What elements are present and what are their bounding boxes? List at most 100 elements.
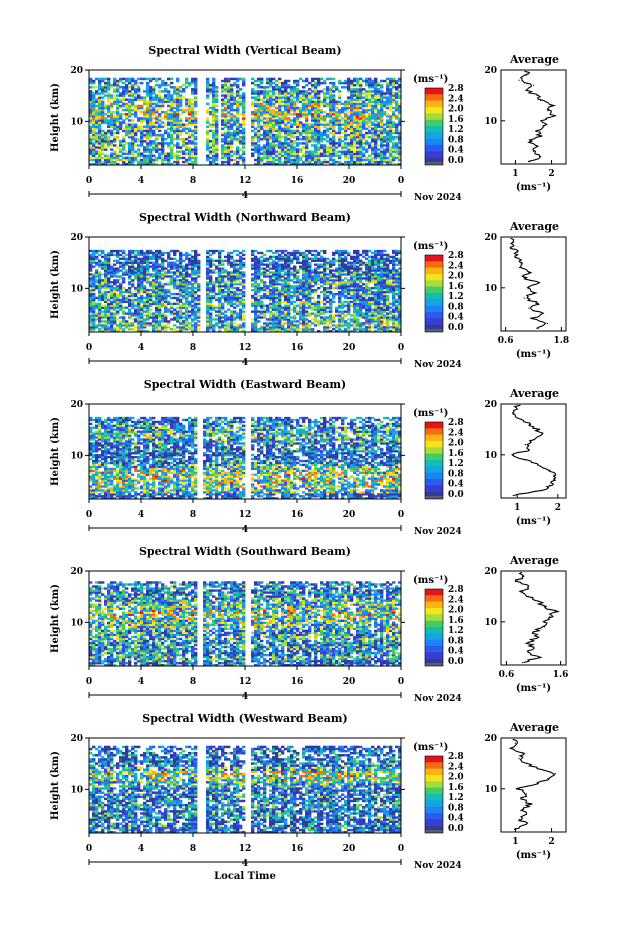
heatmap-cell <box>98 117 102 120</box>
heatmap-cell <box>173 287 177 290</box>
heatmap-cell <box>101 285 105 288</box>
heatmap-cell <box>278 304 282 307</box>
heatmap-cell <box>170 296 174 300</box>
heatmap-cell <box>158 273 162 276</box>
heatmap-cell <box>89 96 93 99</box>
heatmap-cell <box>338 150 342 153</box>
heatmap-cell <box>323 81 327 85</box>
heatmap-cell <box>164 324 168 327</box>
heatmap-cell <box>221 123 225 126</box>
heatmap-cell <box>317 113 321 116</box>
heatmap-cell <box>89 330 93 333</box>
heatmap-cell <box>122 306 126 309</box>
heatmap-cell <box>164 318 168 321</box>
heatmap-cell <box>170 77 174 81</box>
heatmap-cell <box>110 273 114 276</box>
heatmap-cell <box>242 158 246 162</box>
heatmap-cell <box>104 104 108 108</box>
heatmap-cell <box>131 119 135 122</box>
heatmap-cell <box>281 249 285 253</box>
heatmap-cell <box>278 330 282 333</box>
heatmap-cell <box>332 148 336 151</box>
heatmap-cell <box>197 324 201 327</box>
heatmap-cell <box>302 113 306 116</box>
heatmap-cell <box>152 121 156 124</box>
heatmap-cell <box>350 79 354 83</box>
heatmap-cell <box>371 79 375 83</box>
heatmap-cell <box>272 125 276 128</box>
heatmap-cell <box>242 283 246 286</box>
heatmap-cell <box>335 142 339 145</box>
heatmap-cell <box>242 314 246 317</box>
heatmap-cell <box>275 275 279 278</box>
heatmap-cell <box>89 253 93 257</box>
heatmap-cell <box>257 287 261 290</box>
heatmap-cell <box>197 275 201 278</box>
heatmap-cell <box>134 261 138 264</box>
heatmap-cell <box>260 158 264 162</box>
heatmap-cell <box>398 146 402 149</box>
heatmap-cell <box>395 123 399 126</box>
heatmap-cell <box>125 269 129 272</box>
heatmap-cell <box>161 302 165 306</box>
heatmap-cell <box>290 158 294 162</box>
heatmap-cell <box>221 294 225 298</box>
heatmap-cell <box>167 251 171 255</box>
heatmap-cell <box>269 285 273 288</box>
heatmap-cell <box>251 257 255 261</box>
heatmap-cell <box>131 314 135 317</box>
heatmap-cell <box>350 133 354 137</box>
heatmap-cell <box>242 253 246 257</box>
heatmap-cell <box>206 312 210 315</box>
heatmap-cell <box>278 279 282 282</box>
heatmap-cell <box>167 131 171 135</box>
heatmap-cell <box>380 110 384 114</box>
heatmap-cell <box>386 150 390 153</box>
heatmap-cell <box>272 314 276 317</box>
heatmap-cell <box>314 77 318 81</box>
heatmap-cell <box>125 320 129 323</box>
heatmap-cell <box>233 267 237 270</box>
heatmap-cell <box>158 129 162 133</box>
heatmap-cell <box>188 300 192 304</box>
heatmap-cell <box>266 131 270 135</box>
heatmap-cell <box>188 275 192 278</box>
heatmap-cell <box>230 273 234 276</box>
heatmap-cell <box>191 81 195 85</box>
heatmap-cell <box>167 281 171 284</box>
heatmap-cell <box>152 279 156 282</box>
heatmap-cell <box>107 279 111 282</box>
heatmap-cell <box>371 110 375 114</box>
heatmap-cell <box>311 77 315 81</box>
heatmap-cell <box>257 320 261 323</box>
heatmap-cell <box>236 267 240 270</box>
heatmap-cell <box>311 96 315 99</box>
heatmap-cell <box>209 279 213 282</box>
heatmap-cell <box>146 125 150 128</box>
heatmap-cell <box>293 88 297 91</box>
heatmap-cell <box>278 131 282 135</box>
heatmap-cell <box>236 288 240 292</box>
heatmap-cell <box>164 88 168 91</box>
heatmap-cell <box>389 121 393 124</box>
heatmap-cell <box>242 322 246 325</box>
heatmap-cell <box>131 324 135 327</box>
heatmap-cell <box>134 81 138 85</box>
heatmap-cell <box>179 121 183 124</box>
heatmap-cell <box>107 98 111 101</box>
heatmap-cell <box>149 249 153 253</box>
heatmap-cell <box>98 292 102 296</box>
heatmap-cell <box>227 154 231 158</box>
heatmap-cell <box>98 125 102 128</box>
heatmap-cell <box>128 298 132 302</box>
heatmap-cell <box>341 110 345 114</box>
x-tick-label: 0 <box>398 176 404 186</box>
heatmap-cell <box>260 294 264 298</box>
heatmap-cell <box>374 148 378 151</box>
heatmap-cell <box>104 304 108 307</box>
heatmap-cell <box>314 131 318 135</box>
heatmap-cell <box>359 135 363 139</box>
heatmap-cell <box>239 265 243 268</box>
heatmap-cell <box>284 314 288 317</box>
heatmap-cell <box>311 108 315 112</box>
